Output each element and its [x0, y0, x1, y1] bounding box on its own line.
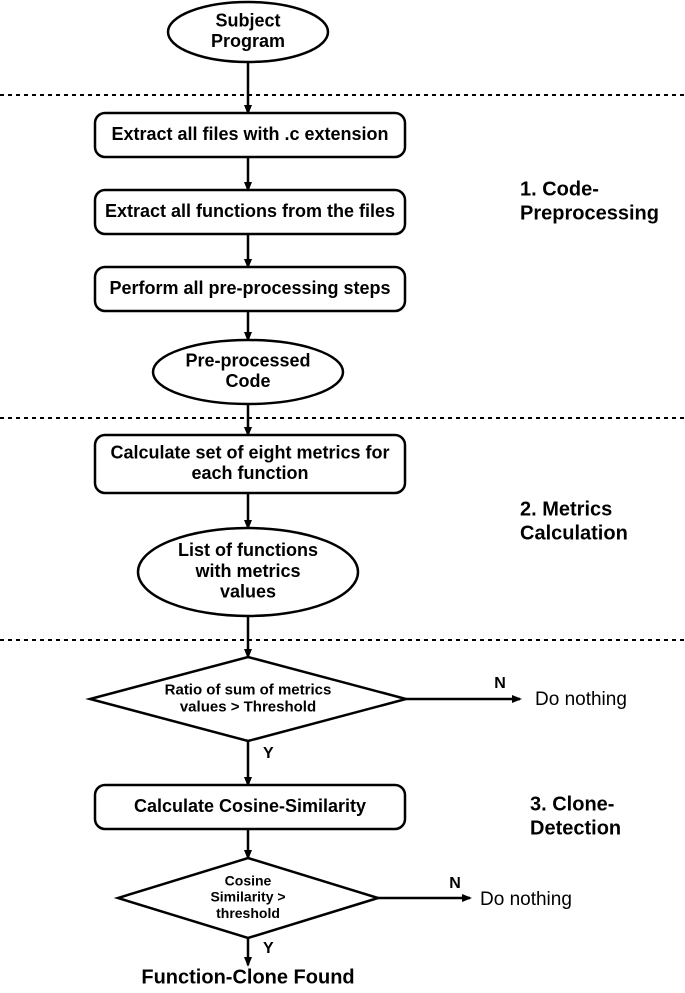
node-start: SubjectProgram — [168, 2, 328, 62]
svg-text:Program: Program — [211, 31, 285, 51]
svg-text:values: values — [220, 581, 276, 601]
section-label-s1: 1. Code-Preprocessing — [520, 178, 659, 224]
svg-text:Preprocessing: Preprocessing — [520, 202, 659, 224]
svg-text:values > Threshold: values > Threshold — [180, 699, 316, 716]
svg-text:Ratio of sum of metrics: Ratio of sum of metrics — [165, 681, 332, 698]
svg-text:List of functions: List of functions — [178, 540, 318, 560]
node-decision2: CosineSimilarity >threshold — [118, 858, 378, 938]
flowchart-svg: SubjectProgram Extract all files with .c … — [0, 0, 685, 993]
node-preprocessed: Pre-processedCode — [153, 340, 343, 404]
node-cosine: Calculate Cosine-Similarity — [95, 785, 405, 829]
section-labels: 1. Code-Preprocessing 2. MetricsCalculati… — [520, 178, 659, 839]
svg-text:Pre-processed: Pre-processed — [185, 350, 310, 370]
svg-text:N: N — [494, 675, 506, 692]
svg-text:each function: each function — [191, 463, 308, 483]
svg-text:Calculate Cosine-Similarity: Calculate Cosine-Similarity — [134, 796, 366, 816]
svg-text:1. Code-: 1. Code- — [520, 178, 599, 200]
svg-text:3. Clone-: 3. Clone- — [530, 793, 614, 815]
svg-text:Extract all files with .c exte: Extract all files with .c extension — [111, 124, 388, 144]
svg-text:Y: Y — [263, 940, 274, 957]
svg-text:Function-Clone Found: Function-Clone Found — [141, 966, 354, 988]
svg-text:Detection: Detection — [530, 817, 621, 839]
section-label-s3: 3. Clone-Detection — [530, 793, 621, 839]
svg-text:Calculate set of eight metrics: Calculate set of eight metrics for — [110, 442, 389, 462]
svg-text:Do nothing: Do nothing — [535, 689, 627, 710]
svg-text:Code: Code — [226, 371, 271, 391]
svg-text:N: N — [449, 875, 461, 892]
svg-text:Calculation: Calculation — [520, 522, 628, 544]
svg-text:threshold: threshold — [216, 905, 280, 921]
node-calc_metrics: Calculate set of eight metrics foreach f… — [95, 435, 405, 493]
svg-text:Perform all pre-processing ste: Perform all pre-processing steps — [109, 278, 390, 298]
svg-text:Subject: Subject — [215, 10, 280, 30]
svg-text:Y: Y — [263, 745, 274, 762]
svg-text:Similarity >: Similarity > — [210, 889, 285, 905]
node-decision1: Ratio of sum of metricsvalues > Threshol… — [90, 657, 406, 741]
node-preprocess: Perform all pre-processing steps — [95, 267, 405, 311]
node-extract_funcs: Extract all functions from the files — [95, 190, 405, 234]
node-found: Function-Clone Found — [141, 966, 354, 988]
node-extract_files: Extract all files with .c extension — [95, 113, 405, 157]
svg-text:Cosine: Cosine — [225, 873, 272, 889]
svg-text:Do nothing: Do nothing — [480, 889, 572, 910]
svg-text:Extract all functions from the: Extract all functions from the files — [105, 201, 395, 221]
node-list_funcs: List of functionswith metricsvalues — [138, 528, 358, 616]
svg-text:2. Metrics: 2. Metrics — [520, 498, 612, 520]
svg-text:with metrics: with metrics — [194, 561, 300, 581]
section-label-s2: 2. MetricsCalculation — [520, 498, 628, 544]
